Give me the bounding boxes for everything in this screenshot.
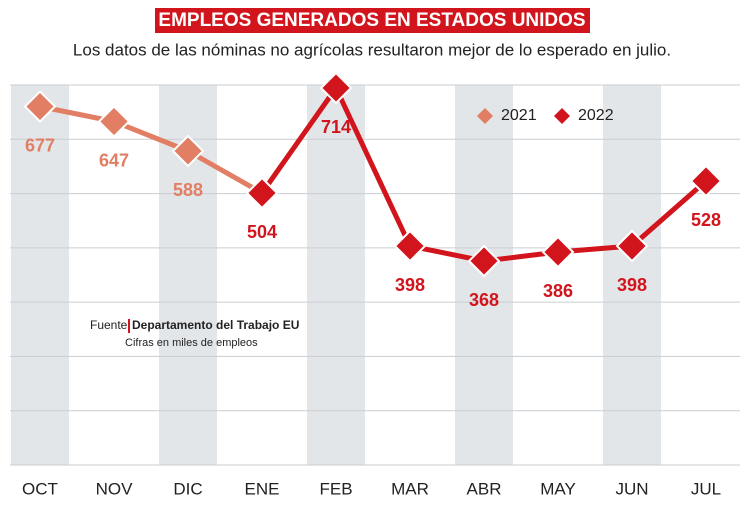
data-label: 504 — [247, 222, 277, 242]
x-tick-label: ENE — [245, 479, 280, 498]
data-label: 398 — [395, 275, 425, 295]
x-tick-label: ABR — [467, 479, 502, 498]
x-tick-label: OCT — [22, 479, 58, 498]
legend-label: 2021 — [501, 107, 537, 124]
chart-subtitle: Los datos de las nóminas no agrícolas re… — [73, 40, 671, 59]
legend-label: 2022 — [578, 107, 614, 124]
source: Departamento del Trabajo EU — [132, 318, 299, 332]
x-tick-label: JUL — [691, 479, 721, 498]
legend-marker — [554, 108, 570, 124]
note: Cifras en miles de empleos — [125, 337, 258, 349]
x-tick-label: FEB — [319, 479, 352, 498]
point — [319, 71, 353, 105]
data-label: 368 — [469, 290, 499, 310]
x-tick-label: JUN — [615, 479, 648, 498]
connector — [186, 148, 264, 196]
x-tick-label: DIC — [173, 479, 202, 498]
data-label: 714 — [321, 117, 351, 137]
point — [467, 244, 501, 278]
data-label: 588 — [173, 180, 203, 200]
point — [97, 105, 131, 138]
point — [689, 164, 723, 198]
chart-title: EMPLEOS GENERADOS EN ESTADOS UNIDOS — [158, 10, 585, 31]
band — [11, 85, 69, 465]
point — [615, 229, 649, 263]
band — [603, 85, 661, 465]
point — [23, 90, 57, 123]
source-prefix: Fuente — [90, 318, 128, 332]
plot: 677 647 588 504 714 398 368 386 398 528 2021 2022 — [23, 71, 723, 310]
bands — [11, 85, 661, 465]
data-label: 528 — [691, 210, 721, 230]
point — [541, 235, 575, 269]
legend-marker — [477, 108, 493, 124]
point — [171, 134, 205, 168]
point — [245, 176, 279, 210]
x-tick-label: MAY — [540, 479, 576, 498]
x-tick-label: NOV — [96, 479, 134, 498]
grid — [10, 84, 740, 466]
data-label: 386 — [543, 281, 573, 301]
point — [393, 229, 427, 263]
data-label: 677 — [25, 135, 55, 155]
band — [307, 85, 365, 465]
x-tick-label: MAR — [391, 479, 429, 498]
data-label: 398 — [617, 275, 647, 295]
title-banner — [155, 8, 590, 33]
data-label: 647 — [99, 150, 129, 170]
